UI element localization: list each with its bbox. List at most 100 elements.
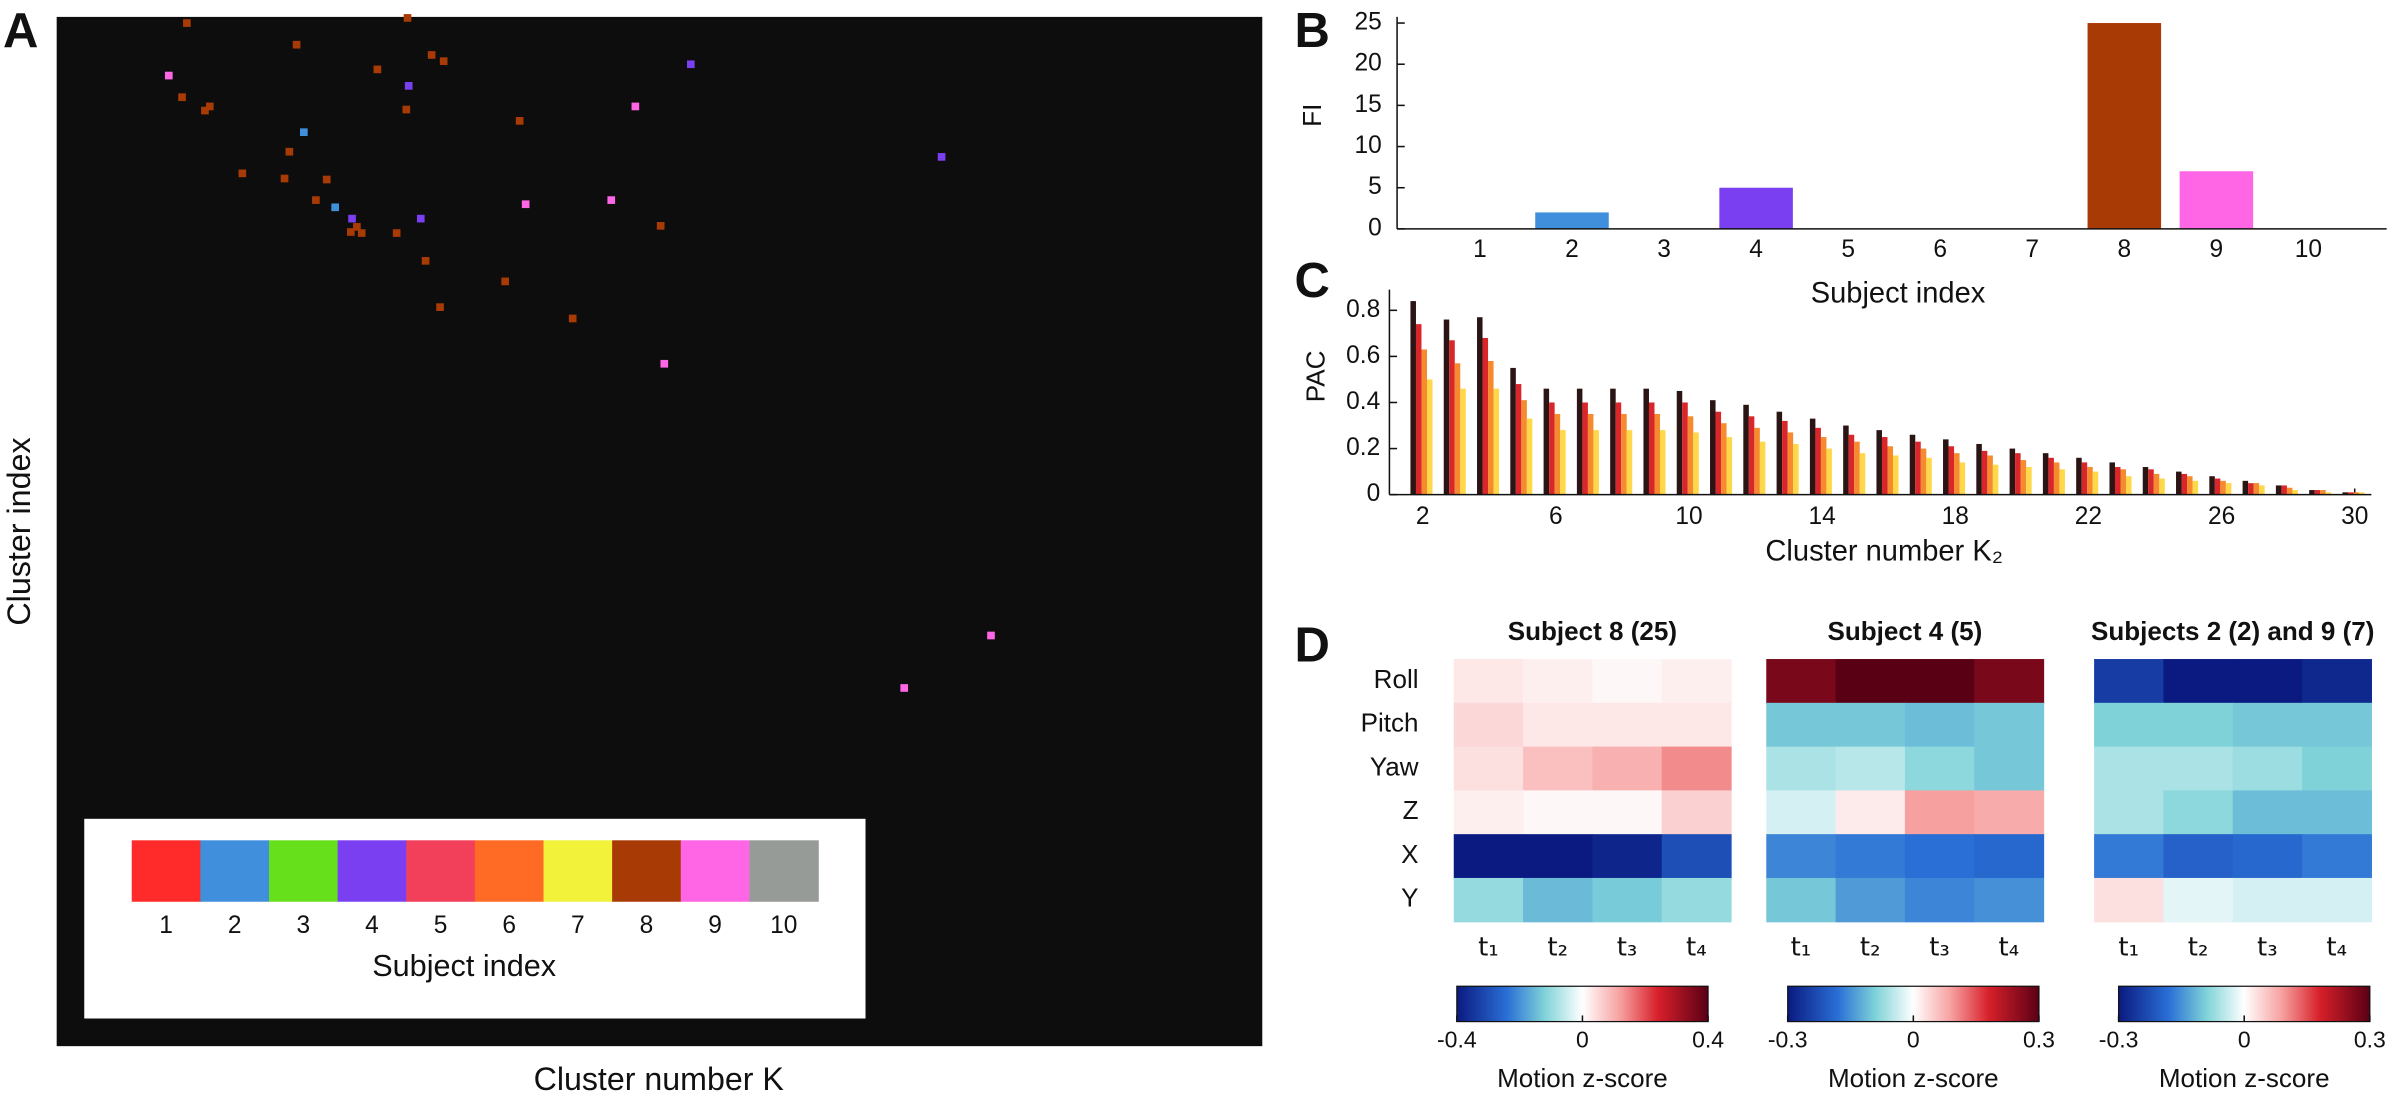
bar [1726, 437, 1733, 495]
column-label: t₂ [1547, 932, 1568, 962]
heatmap-cell [2163, 659, 2234, 704]
point [201, 106, 209, 115]
y-tick-label: 15 [1355, 91, 1382, 118]
point [403, 14, 412, 22]
legend-label: 3 [296, 912, 310, 939]
row-label: Yaw [1370, 751, 1419, 781]
heatmap-cell [2302, 659, 2372, 704]
bar [1549, 402, 1555, 495]
bar [1776, 411, 1783, 495]
bar [1488, 361, 1494, 495]
column-label: t₃ [1929, 932, 1950, 962]
point [568, 314, 577, 323]
bar [1848, 434, 1855, 495]
point [292, 40, 301, 49]
bar [1410, 301, 1416, 495]
heatmap-cell [2302, 834, 2372, 879]
legend-swatch [268, 840, 339, 902]
heatmap-cell [1835, 790, 1906, 835]
heatmap-cell [1904, 834, 1975, 879]
heatmap-cell [1904, 790, 1975, 835]
x-tick-label: 6 [1549, 503, 1563, 530]
heatmap-cell [1453, 702, 1524, 748]
bar [1626, 430, 1633, 495]
point [164, 71, 173, 80]
legend-swatch [612, 840, 682, 902]
point [178, 93, 186, 102]
heatmap-cell [2302, 746, 2372, 791]
y-tick-label: 25 [1355, 9, 1382, 36]
heatmap-cell [1453, 659, 1524, 704]
heatmap-cell [1592, 659, 1663, 704]
colorbar-label: Motion z-score [1828, 1063, 1999, 1093]
heatmap-cell [1661, 702, 1732, 748]
bar [2248, 483, 2254, 495]
bar [2314, 490, 2321, 495]
bar [1493, 388, 1500, 495]
bar [1593, 430, 1599, 495]
heatmap-cell [1523, 659, 1594, 704]
y-tick-label: 0.2 [1346, 434, 1380, 461]
x-tick-label: 30 [2341, 503, 2368, 530]
bar [2153, 473, 2160, 495]
point [515, 117, 524, 125]
point [331, 203, 340, 212]
y-tick-label: 0.6 [1346, 342, 1380, 369]
x-tick-label: 26 [2208, 503, 2235, 530]
point [238, 169, 247, 178]
heatmap-cell [1661, 877, 1732, 923]
heatmap-cell [1453, 834, 1524, 879]
heatmap-cell [2094, 746, 2165, 791]
bar [1948, 446, 1955, 495]
colorbar-tick-label: 0.3 [2354, 1027, 2386, 1053]
bar [2325, 492, 2332, 495]
bar [2225, 483, 2232, 495]
row-label: Y [1401, 883, 1418, 913]
point [322, 175, 331, 184]
heatmap-cell [1974, 790, 2045, 835]
point [900, 684, 909, 692]
bar [1660, 430, 1666, 495]
point [280, 174, 289, 183]
point [404, 82, 413, 90]
point [631, 102, 640, 111]
bar [1748, 416, 1755, 495]
bar [1981, 450, 1988, 495]
heatmap-cell [2232, 702, 2303, 748]
bar [1676, 390, 1683, 495]
point [607, 196, 616, 204]
colorbar-tick-label: -0.3 [2099, 1027, 2139, 1053]
x-tick-label: 14 [1809, 503, 1836, 530]
colorbar-tick-label: -0.4 [1437, 1027, 1477, 1053]
colorbar-tick-label: 0 [2238, 1027, 2251, 1053]
bar [2148, 469, 2154, 495]
bar [2048, 457, 2054, 495]
bar [1535, 212, 1609, 229]
heatmap-cell [1523, 702, 1594, 748]
point [348, 214, 356, 223]
bar [2109, 462, 2115, 495]
heatmap-cell [1453, 877, 1524, 923]
panel-label: A [3, 4, 38, 58]
bar [1482, 337, 1489, 495]
point [439, 57, 448, 65]
heatmap-cell [1766, 702, 1837, 748]
bar [1615, 402, 1622, 495]
bar [1454, 363, 1461, 495]
point [205, 102, 214, 111]
point [501, 277, 509, 286]
bar [2026, 467, 2032, 495]
bar [1926, 457, 1932, 495]
bar [2181, 473, 2188, 495]
panel-label: B [1294, 4, 1329, 58]
bar [1510, 367, 1516, 495]
bar [1621, 414, 1627, 495]
point [937, 153, 946, 161]
heatmap-cell [2163, 877, 2234, 923]
bar [1587, 414, 1594, 495]
y-tick-label: 0 [1368, 214, 1382, 241]
bar [1793, 443, 1799, 495]
bar [1582, 402, 1588, 495]
heatmap-cell [2232, 877, 2303, 923]
heatmap-cell [1592, 834, 1663, 879]
